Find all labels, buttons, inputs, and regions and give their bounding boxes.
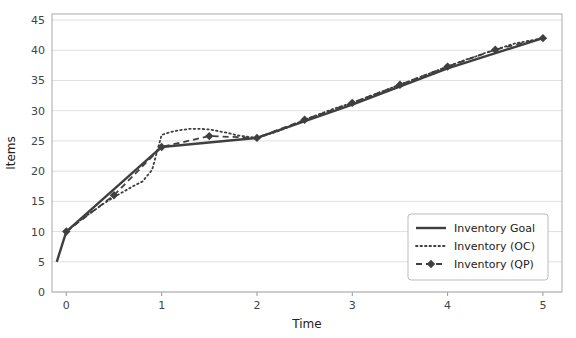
x-tick-label: 1 <box>158 299 165 312</box>
chart: 051015202530354045012345TimeItemsInvento… <box>0 0 576 338</box>
y-tick-label: 40 <box>31 44 45 57</box>
x-tick <box>66 292 67 296</box>
marker <box>491 45 499 53</box>
x-tick-label: 5 <box>539 299 546 312</box>
marker <box>110 191 118 199</box>
y-tick-label: 30 <box>31 105 45 118</box>
grid-line <box>52 80 562 81</box>
x-tick <box>542 292 543 296</box>
plot-frame <box>52 14 562 292</box>
legend-label: Inventory (OC) <box>454 240 535 253</box>
legend: Inventory Goal Inventory (OC) Inventory (Q… <box>408 214 548 280</box>
grid-line <box>52 201 562 202</box>
grid-line <box>52 20 562 21</box>
series-line <box>57 38 543 262</box>
grid-line <box>52 171 562 172</box>
y-tick-label: 35 <box>31 74 45 87</box>
grid-line <box>52 110 562 111</box>
y-tick-label: 20 <box>31 165 45 178</box>
legend-marker <box>427 260 435 268</box>
x-tick-label: 3 <box>349 299 356 312</box>
marker <box>205 132 213 140</box>
legend-swatch <box>416 227 446 229</box>
y-tick-label: 5 <box>38 256 45 269</box>
background <box>0 0 576 338</box>
x-axis-label: Time <box>291 317 321 331</box>
y-tick-label: 25 <box>31 135 45 148</box>
grid <box>52 20 562 292</box>
x-tick-label: 2 <box>253 299 260 312</box>
x-tick <box>447 292 448 296</box>
y-tick-label: 15 <box>31 195 45 208</box>
marker <box>443 62 451 70</box>
marker <box>396 81 404 89</box>
marker <box>348 99 356 107</box>
x-tick-label: 0 <box>63 299 70 312</box>
series-line <box>66 38 543 231</box>
marker <box>300 116 308 124</box>
plot-area <box>57 34 547 262</box>
legend-box <box>408 214 548 280</box>
x-tick <box>161 292 162 296</box>
y-tick-label: 0 <box>38 286 45 299</box>
grid-line <box>52 50 562 51</box>
marker <box>253 134 261 142</box>
y-tick-label: 45 <box>31 14 45 27</box>
marker <box>539 34 547 42</box>
x-tick <box>352 292 353 296</box>
y-tick-label: 10 <box>31 226 45 239</box>
legend-label: Inventory (QP) <box>454 258 534 271</box>
x-tick-label: 4 <box>444 299 451 312</box>
legend-label: Inventory Goal <box>454 222 535 235</box>
marker <box>157 143 165 151</box>
y-axis-label: Items <box>4 136 18 170</box>
marker <box>62 227 70 235</box>
grid-line <box>52 140 562 141</box>
x-tick <box>256 292 257 296</box>
series-line <box>66 38 543 231</box>
legend-swatch <box>416 245 446 247</box>
